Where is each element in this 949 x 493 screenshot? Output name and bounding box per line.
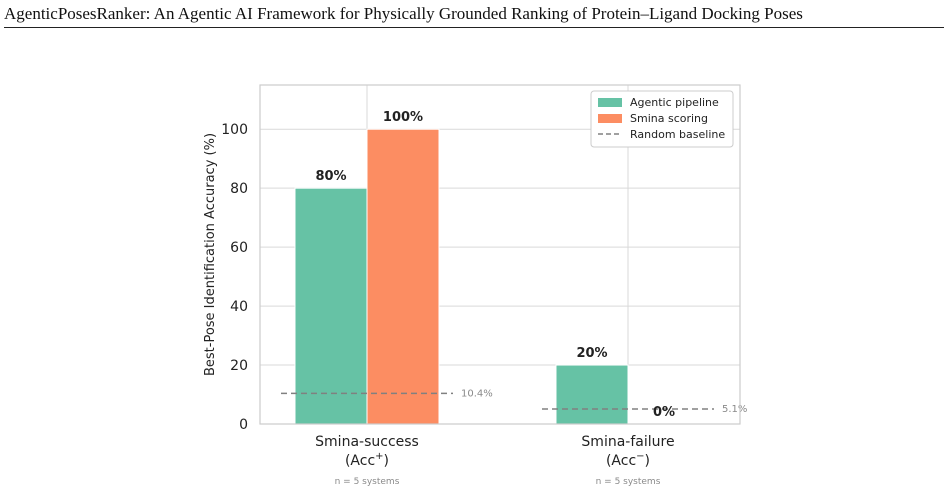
legend-box [590, 90, 734, 148]
y-tick-label: 20 [230, 358, 248, 374]
random-baseline-label: 5.1% [722, 404, 747, 415]
random-baselines: 10.4% 5.1% [281, 388, 747, 415]
bar-value-label: 80% [315, 169, 346, 184]
bar-value-label: 20% [576, 346, 607, 361]
legend-swatch [598, 114, 622, 123]
y-tick-label: 40 [230, 299, 248, 315]
legend-label: Smina scoring [630, 112, 708, 125]
legend-label: Agentic pipeline [630, 96, 719, 109]
y-tick-label: 100 [221, 122, 248, 138]
y-tick-label: 0 [239, 417, 248, 433]
y-tick-label: 60 [230, 240, 248, 256]
plot-frame [259, 84, 741, 425]
x-tick-note: n = 5 systems [335, 477, 400, 487]
bar-agentic-pipeline [294, 187, 368, 425]
y-tick-label: 80 [230, 181, 248, 197]
x-tick-note: n = 5 systems [596, 477, 661, 487]
x-tick-label: Smina-success [315, 434, 419, 450]
random-baseline-label: 10.4% [461, 388, 493, 399]
bar-value-label: 100% [383, 110, 423, 125]
legend-label: Random baseline [630, 128, 725, 141]
bar-smina-scoring [366, 128, 440, 425]
x-tick-label: Smina-failure [581, 434, 674, 450]
data-labels: 80% 20% 100% 0% [315, 110, 675, 420]
legend: Agentic pipeline Smina scoring Random base… [590, 90, 734, 148]
running-title: AgenticPosesRanker: An Agentic AI Framew… [4, 4, 944, 28]
x-tick-sublabel: (Acc+) [345, 451, 389, 469]
y-axis-ticks: 0 20 40 60 80 100 [221, 122, 248, 433]
bar-value-label: 0% [653, 405, 675, 420]
legend-swatch [598, 98, 622, 107]
y-axis-label: Best-Pose Identification Accuracy (%) [203, 133, 218, 376]
x-axis-ticks: Smina-success(Acc+) n = 5 systems Smina-fa… [315, 434, 674, 487]
bar-agentic-pipeline [555, 364, 629, 425]
x-tick-sublabel: (Acc−) [606, 451, 650, 469]
